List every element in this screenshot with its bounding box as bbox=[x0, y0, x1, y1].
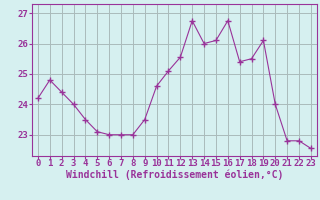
X-axis label: Windchill (Refroidissement éolien,°C): Windchill (Refroidissement éolien,°C) bbox=[66, 170, 283, 180]
